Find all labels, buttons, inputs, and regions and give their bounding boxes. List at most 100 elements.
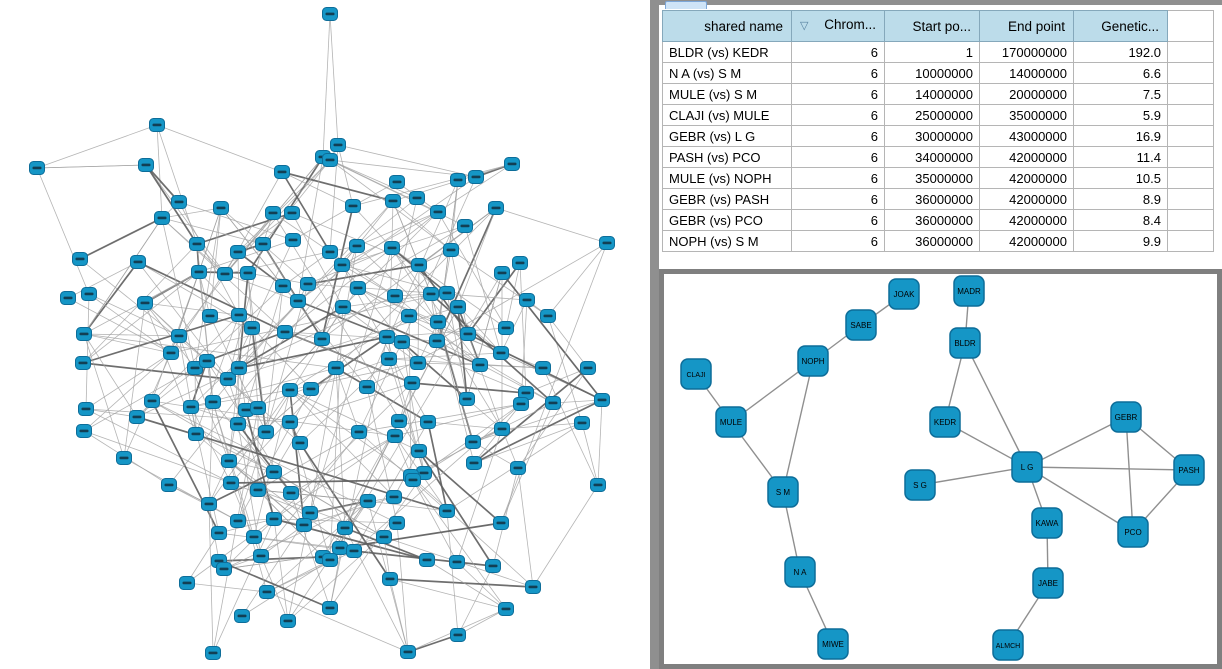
column-header-start-position[interactable]: Start po... <box>884 10 980 42</box>
graph-node[interactable] <box>409 191 425 205</box>
graph-node[interactable] <box>488 201 504 215</box>
graph-node[interactable] <box>359 380 375 394</box>
graph-node[interactable] <box>231 361 247 375</box>
graph-node[interactable] <box>590 478 606 492</box>
graph-node[interactable] <box>171 195 187 209</box>
graph-node[interactable] <box>504 157 520 171</box>
graph-node[interactable] <box>78 402 94 416</box>
graph-node[interactable] <box>161 478 177 492</box>
graph-node[interactable] <box>282 383 298 397</box>
graph-node[interactable] <box>72 252 88 266</box>
graph-node[interactable] <box>244 321 260 335</box>
graph-node[interactable] <box>493 346 509 360</box>
graph-node[interactable] <box>205 646 221 660</box>
graph-node[interactable] <box>494 266 510 280</box>
graph-node[interactable] <box>130 255 146 269</box>
graph-node[interactable] <box>213 201 229 215</box>
graph-node[interactable] <box>116 451 132 465</box>
graph-node[interactable] <box>460 327 476 341</box>
node-miwe[interactable]: MIWE <box>817 628 849 660</box>
table-row[interactable]: GEBR (vs) PCO 6 36000000 42000000 8.4 <box>662 209 1214 231</box>
graph-node[interactable] <box>230 417 246 431</box>
graph-node[interactable] <box>322 601 338 615</box>
graph-node[interactable] <box>494 422 510 436</box>
graph-node[interactable] <box>76 424 92 438</box>
column-header-chromosome[interactable]: ▽ Chrom... <box>791 10 885 42</box>
graph-node[interactable] <box>223 476 239 490</box>
graph-node[interactable] <box>144 394 160 408</box>
node-s-m[interactable]: S M <box>767 476 799 508</box>
graph-node[interactable] <box>382 572 398 586</box>
graph-node[interactable] <box>189 237 205 251</box>
graph-node[interactable] <box>599 236 615 250</box>
graph-node[interactable] <box>179 576 195 590</box>
graph-node[interactable] <box>519 293 535 307</box>
graph-node[interactable] <box>391 414 407 428</box>
graph-node[interactable] <box>259 585 275 599</box>
graph-node[interactable] <box>385 194 401 208</box>
graph-node[interactable] <box>394 335 410 349</box>
table-row[interactable]: CLAJI (vs) MULE 6 25000000 35000000 5.9 <box>662 104 1214 126</box>
node-madr[interactable]: MADR <box>953 275 985 307</box>
node-sabe[interactable]: SABE <box>845 309 877 341</box>
graph-node[interactable] <box>384 241 400 255</box>
graph-node[interactable] <box>250 483 266 497</box>
node-almch[interactable]: ALMCH <box>992 629 1024 661</box>
graph-node[interactable] <box>430 205 446 219</box>
graph-node[interactable] <box>449 555 465 569</box>
graph-node[interactable] <box>230 245 246 259</box>
graph-node[interactable] <box>238 403 254 417</box>
graph-node[interactable] <box>498 321 514 335</box>
node-kawa[interactable]: KAWA <box>1031 507 1063 539</box>
graph-node[interactable] <box>350 281 366 295</box>
hairball-network-svg[interactable] <box>0 0 650 669</box>
graph-node[interactable] <box>163 346 179 360</box>
node-s-g[interactable]: S G <box>904 469 936 501</box>
column-header-end-point[interactable]: End point <box>979 10 1074 42</box>
graph-node[interactable] <box>322 553 338 567</box>
graph-node[interactable] <box>389 516 405 530</box>
graph-node[interactable] <box>513 397 529 411</box>
node-bldr[interactable]: BLDR <box>949 327 981 359</box>
node-kedr[interactable]: KEDR <box>929 406 961 438</box>
node-claji[interactable]: CLAJI <box>680 358 712 390</box>
graph-node[interactable] <box>360 494 376 508</box>
graph-node[interactable] <box>518 386 534 400</box>
graph-node[interactable] <box>411 258 427 272</box>
graph-node[interactable] <box>171 329 187 343</box>
graph-node[interactable] <box>296 518 312 532</box>
graph-node[interactable] <box>450 300 466 314</box>
graph-node[interactable] <box>457 219 473 233</box>
node-pash[interactable]: PASH <box>1173 454 1205 486</box>
graph-node[interactable] <box>386 490 402 504</box>
graph-node[interactable] <box>389 175 405 189</box>
graph-node[interactable] <box>376 530 392 544</box>
graph-node[interactable] <box>138 158 154 172</box>
table-row[interactable]: N A (vs) S M 6 10000000 14000000 6.6 <box>662 62 1214 84</box>
graph-node[interactable] <box>303 382 319 396</box>
graph-node[interactable] <box>188 427 204 441</box>
node-gebr[interactable]: GEBR <box>1110 401 1142 433</box>
graph-node[interactable] <box>322 245 338 259</box>
graph-node[interactable] <box>401 309 417 323</box>
graph-node[interactable] <box>535 361 551 375</box>
graph-node[interactable] <box>405 473 421 487</box>
graph-node[interactable] <box>574 416 590 430</box>
graph-node[interactable] <box>221 454 237 468</box>
graph-node[interactable] <box>459 392 475 406</box>
graph-node[interactable] <box>258 425 274 439</box>
graph-node[interactable] <box>351 425 367 439</box>
graph-node[interactable] <box>60 291 76 305</box>
graph-node[interactable] <box>283 486 299 500</box>
graph-node[interactable] <box>217 267 233 281</box>
graph-node[interactable] <box>149 118 165 132</box>
graph-node[interactable] <box>498 602 514 616</box>
graph-node[interactable] <box>334 258 350 272</box>
table-row[interactable]: PASH (vs) PCO 6 34000000 42000000 11.4 <box>662 146 1214 168</box>
graph-node[interactable] <box>137 296 153 310</box>
graph-node[interactable] <box>400 645 416 659</box>
graph-node[interactable] <box>280 614 296 628</box>
graph-node[interactable] <box>411 444 427 458</box>
graph-node[interactable] <box>410 356 426 370</box>
graph-node[interactable] <box>420 415 436 429</box>
